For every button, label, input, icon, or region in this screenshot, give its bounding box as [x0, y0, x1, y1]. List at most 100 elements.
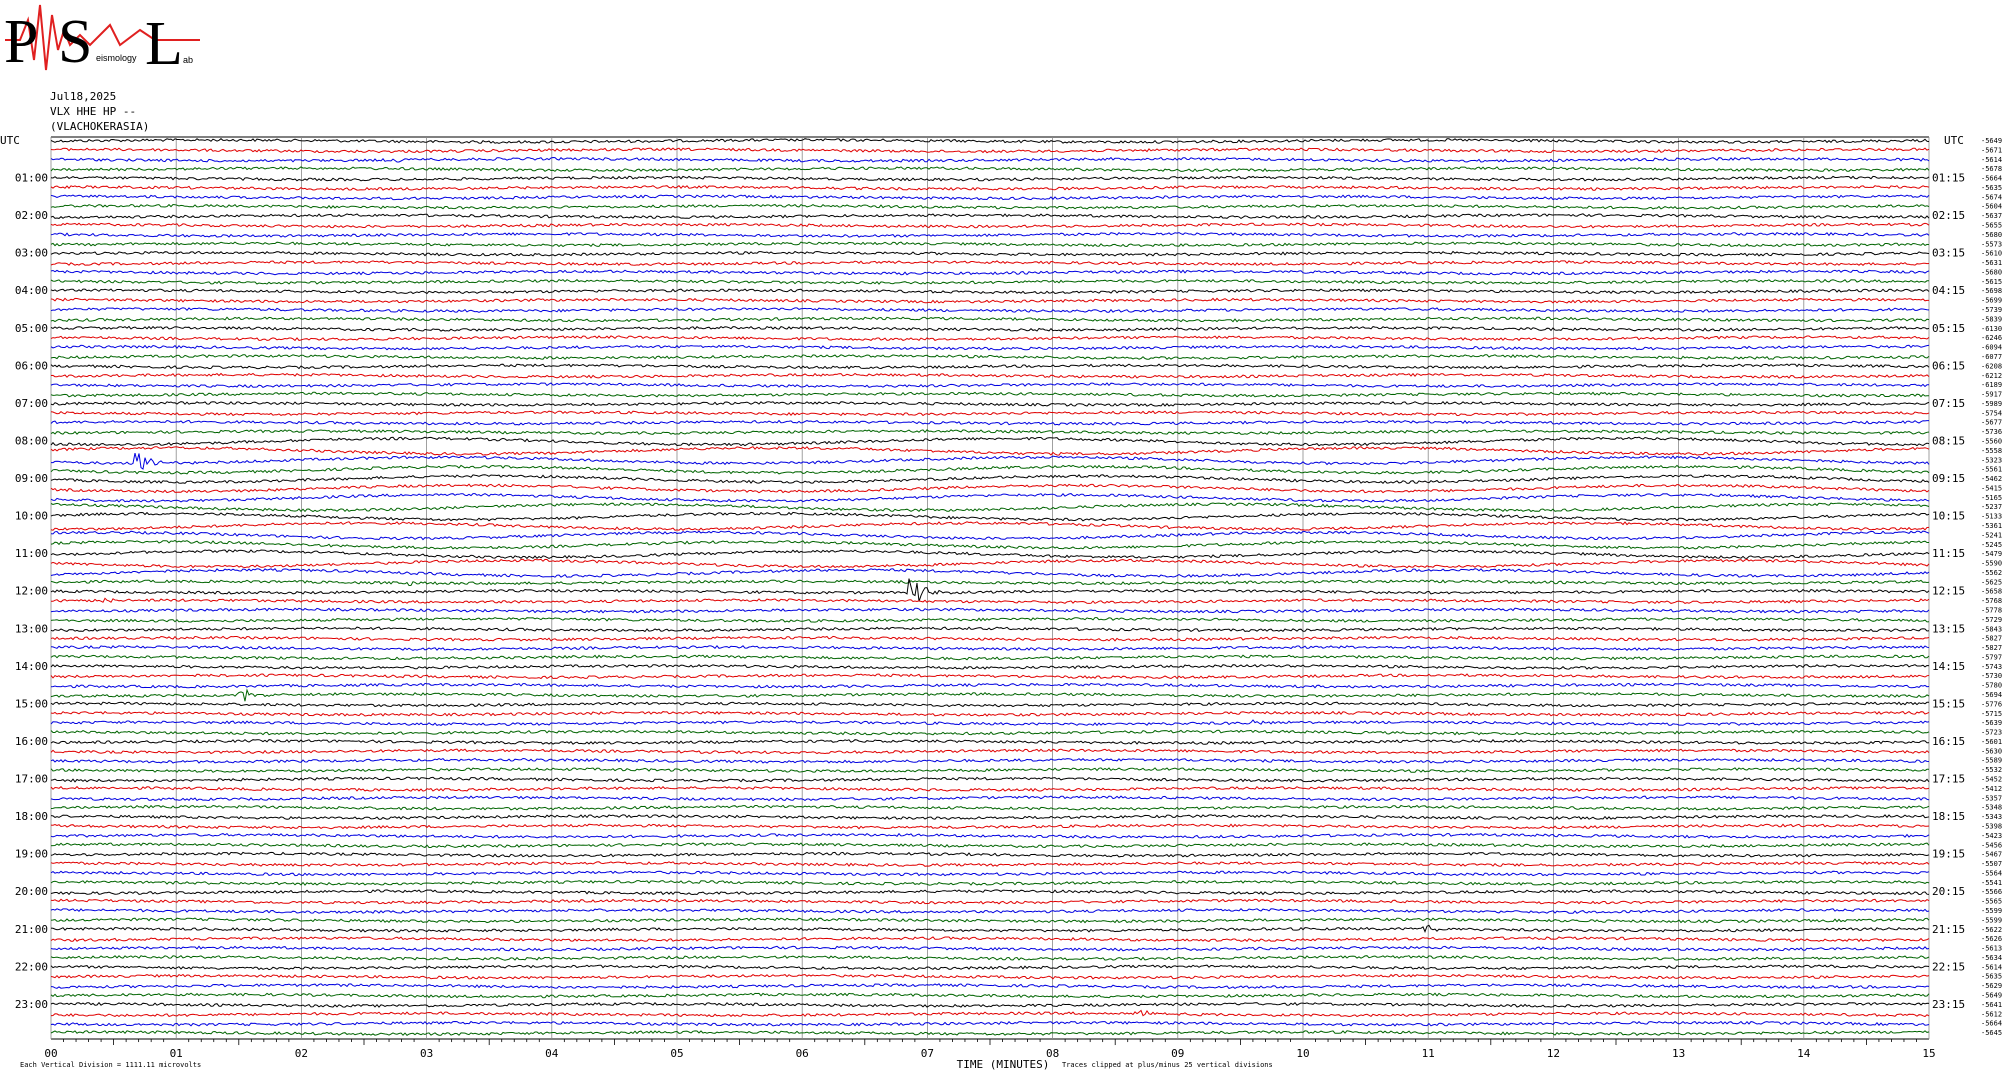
row-value: -5599 — [1981, 907, 2002, 915]
hour-label-left: 22:00 — [15, 960, 48, 973]
trace — [50, 382, 1930, 388]
hour-label-left: 11:00 — [15, 547, 48, 560]
trace — [50, 767, 1930, 773]
row-value: -5680 — [1981, 268, 2002, 276]
trace — [50, 231, 1930, 238]
row-value: -5677 — [1981, 419, 2002, 427]
trace — [50, 907, 1930, 914]
trace — [50, 203, 1930, 210]
row-value: -5245 — [1981, 541, 2002, 549]
hour-label-left: 19:00 — [15, 848, 48, 861]
row-value: -6094 — [1981, 344, 2002, 352]
x-tick-label: 08 — [1046, 1047, 1059, 1060]
row-value: -5674 — [1981, 193, 2002, 201]
trace — [50, 851, 1930, 858]
row-value: -5532 — [1981, 766, 2002, 774]
hour-label-left: 15:00 — [15, 697, 48, 710]
row-value: -5671 — [1981, 146, 2002, 154]
trace — [50, 194, 1930, 201]
trace — [50, 1001, 1930, 1008]
trace — [50, 138, 1930, 144]
trace — [50, 464, 1930, 475]
row-value: -5629 — [1981, 982, 2002, 990]
hour-label-left: 10:00 — [15, 510, 48, 523]
row-value: -5479 — [1981, 550, 2002, 558]
hour-label-right: 04:15 — [1932, 284, 1965, 297]
row-value: -5573 — [1981, 240, 2002, 248]
hour-label-left: 14:00 — [15, 660, 48, 673]
trace — [50, 673, 1930, 680]
trace — [50, 739, 1930, 745]
hour-label-left: 07:00 — [15, 397, 48, 410]
row-value: -5357 — [1981, 794, 2002, 802]
row-value: -5601 — [1981, 738, 2002, 746]
trace — [50, 530, 1930, 541]
row-value: -5361 — [1981, 522, 2002, 530]
logo-word: eismology — [96, 53, 137, 63]
trace — [50, 429, 1930, 435]
row-value: -5589 — [1981, 757, 2002, 765]
trace — [50, 335, 1930, 342]
row-value: -5655 — [1981, 222, 2002, 230]
trace — [50, 924, 1930, 933]
hour-label-right: 21:15 — [1932, 923, 1965, 936]
row-value: -5604 — [1981, 203, 2002, 211]
row-value: -5467 — [1981, 851, 2002, 859]
row-value: -5562 — [1981, 569, 2002, 577]
hour-label-right: 20:15 — [1932, 885, 1965, 898]
x-axis-title: TIME (MINUTES) — [957, 1058, 1050, 1071]
hour-label-right: 14:15 — [1932, 660, 1965, 673]
row-value: -5599 — [1981, 916, 2002, 924]
row-value: -5739 — [1981, 306, 2002, 314]
row-value: -5343 — [1981, 813, 2002, 821]
row-value: -5558 — [1981, 447, 2002, 455]
row-value: -5730 — [1981, 672, 2002, 680]
row-value: -5698 — [1981, 287, 2002, 295]
row-value: -5415 — [1981, 484, 2002, 492]
trace — [50, 964, 1930, 971]
row-value: -5641 — [1981, 1001, 2002, 1009]
location: (VLACHOKERASIA) — [50, 120, 149, 133]
trace — [50, 250, 1930, 257]
hour-label-left: 08:00 — [15, 434, 48, 447]
hour-label-right: 16:15 — [1932, 735, 1965, 748]
row-value: -5645 — [1981, 1029, 2002, 1037]
hour-label-right: 09:15 — [1932, 472, 1965, 485]
x-tick-label: 11 — [1422, 1047, 1435, 1060]
hour-label-right: 05:15 — [1932, 322, 1965, 335]
row-value: -5614 — [1981, 156, 2002, 164]
hour-label-right: 10:15 — [1932, 510, 1965, 523]
row-value: -5323 — [1981, 456, 2002, 464]
utc-left: UTC — [0, 134, 20, 147]
row-value: -5237 — [1981, 503, 2002, 511]
footer-right: Traces clipped at plus/minus 25 vertical… — [1062, 1061, 1273, 1069]
row-value: -5566 — [1981, 888, 2002, 896]
hour-label-left: 12:00 — [15, 585, 48, 598]
trace — [50, 898, 1930, 905]
row-value: -5827 — [1981, 635, 2002, 643]
row-value: -5843 — [1981, 625, 2002, 633]
row-value: -5664 — [1981, 1020, 2002, 1028]
hour-label-left: 04:00 — [15, 284, 48, 297]
row-value: -5780 — [1981, 682, 2002, 690]
hour-label-right: 02:15 — [1932, 209, 1965, 222]
trace — [50, 688, 1930, 702]
row-value: -5768 — [1981, 597, 2002, 605]
trace — [50, 832, 1930, 839]
trace — [50, 983, 1930, 990]
trace — [50, 776, 1930, 783]
trace — [50, 325, 1930, 332]
trace — [51, 597, 1930, 605]
row-value: -5658 — [1981, 588, 2002, 596]
trace — [50, 511, 1930, 522]
hour-label-right: 08:15 — [1932, 434, 1965, 447]
hour-label-left: 06:00 — [15, 359, 48, 372]
hour-label-right: 23:15 — [1932, 998, 1965, 1011]
trace — [50, 644, 1930, 652]
trace — [50, 493, 1930, 503]
row-value: -5736 — [1981, 428, 2002, 436]
trace — [50, 992, 1930, 999]
x-tick-label: 14 — [1797, 1047, 1811, 1060]
trace — [50, 861, 1930, 867]
trace — [50, 558, 1930, 569]
